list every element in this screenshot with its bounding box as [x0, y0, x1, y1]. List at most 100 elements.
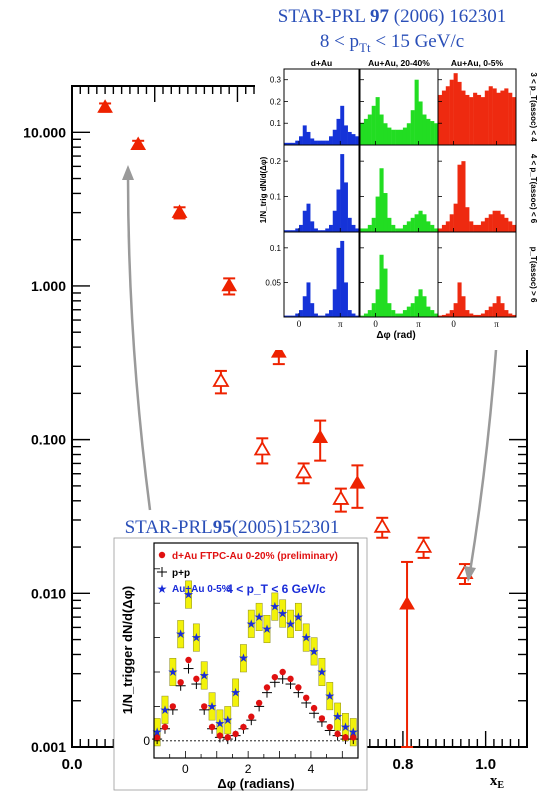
inset-cell-frame: [283, 231, 360, 318]
histogram-bar: [500, 303, 505, 317]
histogram-bar: [492, 88, 497, 145]
top-reference-title: STAR-PRL 97 (2006) 162301: [278, 6, 506, 27]
histogram-bar: [418, 210, 423, 232]
dau-marker: [271, 673, 279, 681]
histogram-bar: [469, 313, 474, 317]
inset-x-tick-label: 0: [451, 319, 456, 329]
auau-star-marker: ★: [277, 607, 288, 621]
inset-annotation: 4 < p_T < 6 GeV/c: [226, 582, 326, 596]
histogram-bar: [477, 314, 482, 317]
dau-marker: [169, 703, 177, 710]
histogram-bar: [360, 228, 365, 232]
histogram-bar: [287, 230, 292, 232]
histogram-bar: [383, 123, 388, 145]
histogram-bar: [387, 127, 392, 145]
histogram-bar: [344, 182, 348, 232]
histogram-bar: [406, 306, 411, 317]
histogram-bar: [465, 207, 470, 232]
arrows: [122, 165, 499, 582]
histogram-bar: [287, 142, 292, 145]
data-point-filled-triangle: [130, 136, 147, 150]
histogram-bar: [512, 97, 517, 145]
histogram-bar: [461, 90, 466, 145]
histogram-bar: [484, 90, 489, 145]
inset-histogram-grid: d+Au Au+Au, 20-40% Au+Au, 0-5% 3 < p_T(asso…: [255, 58, 542, 350]
histogram-bar: [508, 92, 513, 145]
dau-marker: [303, 694, 310, 701]
histogram-bar: [299, 310, 303, 317]
auau-star-marker: ★: [199, 668, 210, 682]
histogram-bar: [480, 313, 485, 317]
dau-marker: [193, 675, 200, 683]
dau-marker: [334, 730, 341, 738]
x-tick-label: 0.0: [62, 756, 83, 773]
histogram-bar: [457, 81, 462, 145]
systematic-band: [177, 620, 185, 649]
histogram-bar: [402, 310, 407, 317]
legend-label-pp: p+p: [172, 568, 190, 579]
histogram-bar: [461, 161, 466, 232]
histogram-bar: [375, 97, 380, 145]
auau-star-marker: ★: [160, 703, 171, 717]
top-reference-range: 8 < pTt < 15 GeV/c: [320, 31, 464, 55]
histogram-bar: [504, 217, 509, 232]
systematic-band: [192, 623, 200, 652]
histogram-bar: [504, 88, 509, 145]
histogram-bar: [347, 310, 352, 317]
inset-y-axis-label: 1/N_trig dN/d(Δφ): [259, 156, 268, 223]
auau-star-marker: ★: [207, 699, 218, 713]
dau-marker: [342, 734, 349, 741]
histogram-bar: [387, 303, 392, 317]
auau-star-marker: ★: [222, 713, 233, 727]
histogram-bar: [414, 79, 419, 145]
histogram-bar: [438, 94, 443, 145]
auau-star-marker: ★: [152, 725, 163, 739]
dau-marker: [255, 699, 263, 707]
histogram-bar: [329, 310, 333, 317]
inset-y-tick-label: 0: [143, 734, 150, 748]
dau-marker: [240, 723, 247, 731]
y-tick-label: 0.010: [31, 585, 66, 601]
legend-marker-dau: [158, 551, 166, 559]
histogram-bar: [299, 136, 303, 145]
dau-marker: [279, 668, 286, 676]
histogram-bar: [379, 254, 384, 317]
histogram-bar: [363, 228, 368, 232]
auau-star-marker: ★: [309, 644, 320, 658]
histogram-bar: [430, 121, 435, 145]
inset-y-tick-label: 0.3: [270, 76, 282, 85]
histogram-bar: [414, 296, 419, 317]
histogram-bar: [488, 86, 493, 145]
histogram-bar: [508, 313, 513, 317]
histogram-bar: [453, 203, 458, 232]
dau-marker: [287, 675, 294, 683]
data-point-open-triangle: [415, 538, 433, 553]
histogram-bar: [399, 313, 404, 317]
histogram-bar: [317, 315, 322, 317]
histogram-bar: [430, 224, 435, 232]
histogram-bar: [496, 92, 501, 145]
inset-x-tick-label: 0: [373, 319, 378, 329]
systematic-band: [287, 609, 294, 638]
histogram-bar: [355, 315, 360, 317]
auau-star-marker: ★: [238, 651, 249, 665]
inset-y-tick-label: 0.1: [270, 193, 282, 202]
histogram-bar: [284, 230, 288, 232]
auau-star-marker: ★: [332, 710, 343, 724]
data-point-open-triangle: [253, 440, 271, 456]
histogram-bar: [325, 140, 330, 145]
histogram-bar: [360, 315, 365, 317]
data-point-filled-triangle: [399, 595, 415, 610]
data-point-filled-triangle: [171, 204, 188, 218]
systematic-band: [263, 614, 271, 644]
data-point-filled-triangle: [270, 344, 287, 358]
histogram-bar: [363, 313, 368, 317]
histogram-bar: [360, 123, 365, 145]
inset-y-tick-label: 0.1: [270, 119, 282, 128]
dau-marker: [326, 723, 333, 731]
mid-reference-title: STAR-PRL95(2005)152301: [125, 517, 340, 538]
histogram-bar: [445, 86, 450, 145]
histogram-bar: [477, 224, 482, 232]
